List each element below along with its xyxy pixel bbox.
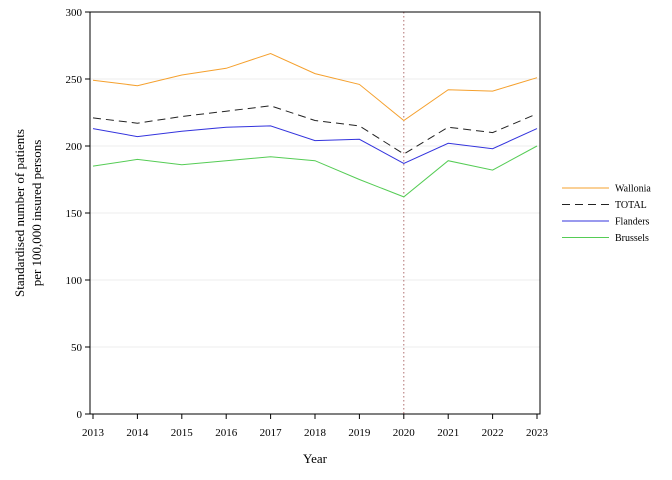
y-tick-label-0: 0 [77,409,83,421]
x-tick-label-2016: 2016 [215,427,238,439]
x-axis: 2013 2014 2015 2016 2017 2018 2019 2020 2021 2022… [82,414,549,439]
y-tick-label-100: 100 [66,275,83,287]
legend-label-flanders: Flanders [615,217,650,228]
series-line-total [92,105,538,155]
x-tick-label-2015: 2015 [171,427,194,439]
series-line-flanders [92,125,538,164]
y-tick-label-50: 50 [71,342,83,354]
legend-label-brussels: Brussels [615,233,649,244]
x-tick-label-2019: 2019 [348,427,371,439]
legend-label-total: TOTAL [615,200,647,211]
x-tick-label-2013: 2013 [82,427,105,439]
series-lines [92,52,538,198]
x-tick-label-2021: 2021 [437,427,459,439]
x-tick-label-2022: 2022 [482,427,504,439]
x-tick-label-2020: 2020 [393,427,416,439]
legend-label-wallonia: Wallonia [615,184,651,195]
series-line-wallonia [92,52,538,122]
x-tick-label-2018: 2018 [304,427,327,439]
x-tick-label-2014: 2014 [126,427,149,439]
y-axis-title-line-2: per 100,000 insured persons [29,140,44,287]
x-tick-label-2023: 2023 [526,427,549,439]
y-axis-title: Standardised number of patients per 100,… [12,129,44,297]
y-tick-label-150: 150 [66,208,83,220]
x-tick-label-2017: 2017 [260,427,283,439]
y-tick-label-250: 250 [66,74,83,86]
x-axis-title: Year [303,451,328,466]
y-tick-label-200: 200 [66,141,83,153]
y-tick-label-300: 300 [66,7,83,19]
y-axis: 0 50 100 150 200 250 300 [66,7,90,421]
y-axis-title-line-1: Standardised number of patients [12,129,27,297]
grid-lines [90,11,540,415]
series-line-brussels [92,145,538,198]
legend: Wallonia TOTAL Flanders Brussels [562,184,651,244]
